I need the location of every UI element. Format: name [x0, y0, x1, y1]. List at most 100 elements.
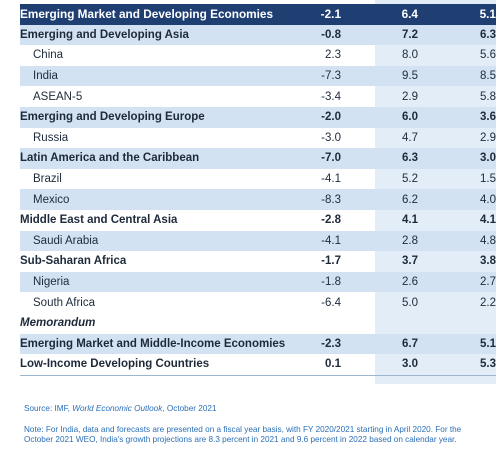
- source-suffix: , October 2021: [162, 404, 217, 413]
- spacer: [341, 210, 375, 231]
- spacer: [418, 4, 454, 25]
- spacer: [341, 45, 375, 66]
- value-col3: 5.8: [480, 90, 496, 103]
- table-row: Russia -3.0 4.7 2.9: [20, 128, 496, 149]
- value-col1: [298, 313, 341, 334]
- source-prefix: Source: IMF,: [24, 404, 73, 413]
- value-col2: [375, 313, 418, 334]
- row-name: Emerging Market and Middle-Income Econom…: [20, 333, 298, 355]
- source-publication: World Economic Outlook: [72, 404, 163, 413]
- value-col3: 2.9: [480, 131, 496, 144]
- value-col3: 5.1: [454, 333, 496, 355]
- row-name: Latin America and the Caribbean: [20, 148, 298, 169]
- value-col1: -0.8: [298, 24, 341, 46]
- row-name: Emerging and Developing Europe: [20, 106, 298, 128]
- spacer: [418, 45, 454, 66]
- spacer: [341, 354, 375, 376]
- spacer: [341, 230, 375, 252]
- source-note: Source: IMF, World Economic Outlook, Oct…: [24, 404, 490, 414]
- table-row: Latin America and the Caribbean -7.0 6.3 3.…: [20, 148, 496, 169]
- row-name: Russia: [33, 131, 69, 144]
- growth-table: Emerging Market and Developing Economies…: [20, 4, 496, 376]
- value-col3: [454, 313, 496, 334]
- value-col1: -7.3: [298, 65, 341, 87]
- value-col3: 4.1: [480, 214, 496, 227]
- value-col2: 5.2: [402, 173, 418, 186]
- spacer: [418, 24, 454, 46]
- table-row: China 2.3 8.0 5.6: [20, 45, 496, 66]
- table-row: Saudi Arabia -4.1 2.8 4.8: [20, 230, 496, 252]
- row-name: China: [33, 49, 64, 62]
- value-col1: -3.4: [321, 90, 341, 103]
- row-name: Mexico: [20, 189, 298, 210]
- value-col1: -3.0: [321, 131, 341, 144]
- value-col3: 5.6: [480, 49, 496, 62]
- spacer: [341, 86, 375, 107]
- row-name: Low-Income Developing Countries: [20, 354, 298, 376]
- value-col2: 6.2: [375, 189, 418, 210]
- value-col3: 4.0: [454, 189, 496, 210]
- row-name: South Africa: [33, 296, 96, 309]
- value-col3: 2.7: [454, 271, 496, 293]
- value-col2: 3.7: [402, 255, 418, 268]
- spacer: [341, 128, 375, 149]
- value-col3: 3.0: [454, 148, 496, 169]
- value-col1: -1.8: [298, 271, 341, 293]
- value-col1: -2.3: [298, 333, 341, 355]
- value-col1: -8.3: [298, 189, 341, 210]
- spacer: [418, 169, 454, 190]
- value-col1: -2.8: [321, 214, 341, 227]
- table-row: Low-Income Developing Countries 0.1 3.0 5.3: [20, 354, 496, 376]
- value-col2: 6.0: [375, 106, 418, 128]
- spacer: [418, 251, 454, 272]
- table-row: Mexico -8.3 6.2 4.0: [20, 189, 496, 210]
- value-col1: 2.3: [325, 49, 341, 62]
- spacer: [418, 128, 454, 149]
- row-name: Middle East and Central Asia: [20, 214, 178, 227]
- spacer: [418, 354, 454, 376]
- value-col2: 4.7: [402, 131, 418, 144]
- spacer: [418, 313, 454, 334]
- table-row: Nigeria -1.8 2.6 2.7: [20, 271, 496, 293]
- row-name: Emerging Market and Developing Economies: [20, 4, 298, 25]
- value-col2: 2.8: [375, 230, 418, 252]
- value-col2: 6.4: [375, 4, 418, 25]
- value-col2: 7.2: [375, 24, 418, 46]
- row-name: Sub-Saharan Africa: [20, 255, 127, 268]
- value-col3: 1.5: [480, 173, 496, 186]
- table-row: Middle East and Central Asia -2.8 4.1 4.1: [20, 210, 496, 231]
- growth-table-body: Emerging Market and Developing Economies…: [20, 4, 496, 376]
- value-col1: -7.0: [298, 148, 341, 169]
- row-name: Emerging and Developing Asia: [20, 24, 298, 46]
- spacer: [418, 292, 454, 313]
- value-col2: 3.0: [375, 354, 418, 376]
- table-row: Emerging Market and Developing Economies…: [20, 4, 496, 25]
- spacer: [341, 251, 375, 272]
- value-col1: -4.1: [321, 173, 341, 186]
- table-row: Emerging and Developing Asia -0.8 7.2 6.3: [20, 24, 496, 46]
- spacer: [341, 169, 375, 190]
- value-col1: -1.7: [321, 255, 341, 268]
- value-col1: -2.1: [298, 4, 341, 25]
- row-name: Memorandum: [20, 317, 96, 330]
- table-row: Emerging and Developing Europe -2.0 6.0 3.6: [20, 106, 496, 128]
- value-col3: 3.8: [480, 255, 496, 268]
- spacer: [418, 210, 454, 231]
- spacer: [418, 86, 454, 107]
- value-col2: 6.7: [375, 333, 418, 355]
- value-col1: -4.1: [298, 230, 341, 252]
- row-name: India: [20, 65, 298, 87]
- spacer: [341, 189, 375, 210]
- value-col3: 5.3: [454, 354, 496, 376]
- spacer: [341, 106, 375, 128]
- spacer: [341, 65, 375, 87]
- value-col2: 2.9: [402, 90, 418, 103]
- row-name: ASEAN-5: [33, 90, 83, 103]
- table-row: India -7.3 9.5 8.5: [20, 65, 496, 87]
- value-col2: 8.0: [402, 49, 418, 62]
- spacer: [341, 148, 375, 169]
- value-col2: 6.3: [375, 148, 418, 169]
- spacer: [341, 313, 375, 334]
- row-name: Brazil: [33, 173, 62, 186]
